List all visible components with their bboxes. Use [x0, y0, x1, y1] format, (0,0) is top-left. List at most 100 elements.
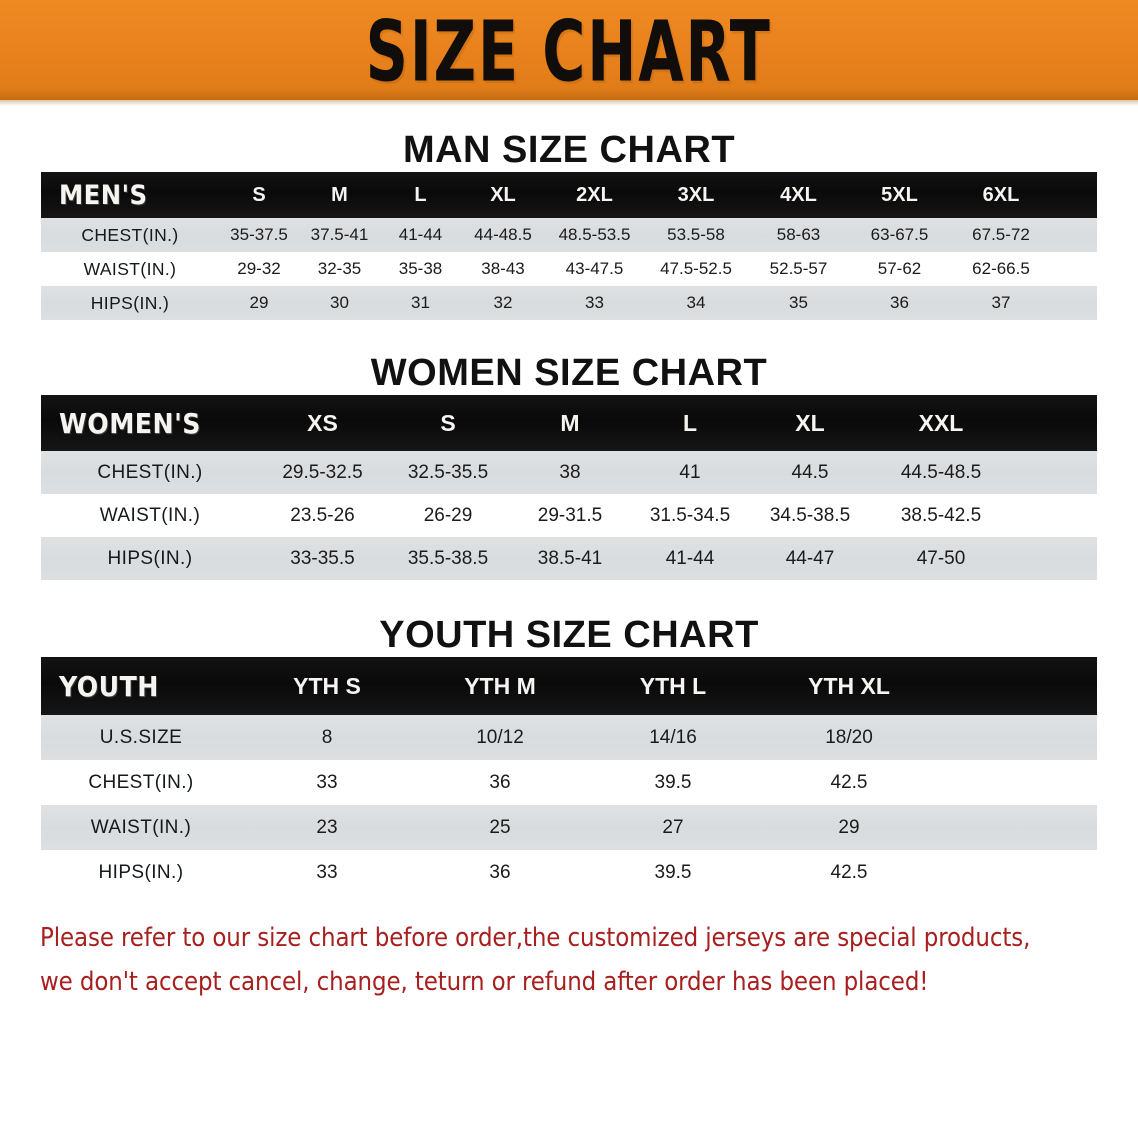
table-cell: 29	[219, 286, 299, 320]
women-table-body: CHEST(IN.) 29.5-32.5 32.5-35.5 38 41 44.…	[41, 451, 1097, 580]
youth-col-header: YTH M	[413, 657, 587, 715]
footer-disclaimer-line-2: we don't accept cancel, change, teturn o…	[40, 966, 929, 997]
men-size-table: MEN'S S M L XL 2XL 3XL 4XL 5XL 6XL CHEST…	[41, 172, 1097, 320]
row-spacer	[1012, 494, 1097, 537]
table-cell: 31	[380, 286, 461, 320]
youth-col-header: YTH XL	[759, 657, 939, 715]
table-cell: 30	[299, 286, 380, 320]
table-cell: 35.5-38.5	[386, 537, 510, 580]
row-spacer	[939, 715, 1097, 760]
table-row: CHEST(IN.) 35-37.5 37.5-41 41-44 44-48.5…	[41, 218, 1097, 252]
table-row: U.S.SIZE 8 10/12 14/16 18/20	[41, 715, 1097, 760]
row-label: WAIST(IN.)	[41, 805, 241, 850]
men-col-header: S	[219, 172, 299, 218]
women-col-header: M	[510, 395, 630, 451]
row-label: CHEST(IN.)	[41, 218, 219, 252]
table-cell: 43-47.5	[545, 252, 644, 286]
row-label: HIPS(IN.)	[41, 850, 241, 895]
table-header-row: YOUTH YTH S YTH M YTH L YTH XL	[41, 657, 1097, 715]
women-table-header: WOMEN'S XS S M L XL XXL	[41, 395, 1097, 451]
table-cell: 25	[413, 805, 587, 850]
youth-col-header: YTH L	[587, 657, 759, 715]
table-cell: 35	[748, 286, 849, 320]
table-cell: 34	[644, 286, 748, 320]
table-cell: 44.5-48.5	[870, 451, 1012, 494]
women-col-header: XL	[750, 395, 870, 451]
row-spacer	[1012, 451, 1097, 494]
table-cell: 47.5-52.5	[644, 252, 748, 286]
table-cell: 35-38	[380, 252, 461, 286]
table-cell: 58-63	[748, 218, 849, 252]
table-cell: 29-32	[219, 252, 299, 286]
table-cell: 47-50	[870, 537, 1012, 580]
women-col-header: L	[630, 395, 750, 451]
men-col-header: 2XL	[545, 172, 644, 218]
men-col-header: 4XL	[748, 172, 849, 218]
banner-shadow-divider	[0, 100, 1138, 106]
table-cell: 34.5-38.5	[750, 494, 870, 537]
table-cell: 52.5-57	[748, 252, 849, 286]
row-label: HIPS(IN.)	[41, 537, 259, 580]
table-cell: 48.5-53.5	[545, 218, 644, 252]
table-cell: 36	[413, 850, 587, 895]
men-header-spacer	[1052, 172, 1097, 218]
row-spacer	[1052, 218, 1097, 252]
table-cell: 14/16	[587, 715, 759, 760]
table-cell: 44.5	[750, 451, 870, 494]
table-cell: 32-35	[299, 252, 380, 286]
table-cell: 33	[545, 286, 644, 320]
men-col-header: 5XL	[849, 172, 950, 218]
women-size-table-container: WOMEN'S XS S M L XL XXL CHEST(IN.) 29.5-…	[0, 395, 1138, 580]
table-row: CHEST(IN.) 33 36 39.5 42.5	[41, 760, 1097, 805]
table-cell: 26-29	[386, 494, 510, 537]
men-col-header: L	[380, 172, 461, 218]
footer-disclaimer: Please refer to our size chart before or…	[0, 917, 1138, 1005]
youth-size-table-container: YOUTH YTH S YTH M YTH L YTH XL U.S.SIZE …	[0, 657, 1138, 895]
section-title-man: MAN SIZE CHART	[402, 129, 736, 171]
section-title-women: WOMEN SIZE CHART	[370, 352, 768, 394]
table-cell: 29-31.5	[510, 494, 630, 537]
youth-corner-label: YOUTH	[41, 657, 241, 715]
table-row: WAIST(IN.) 23 25 27 29	[41, 805, 1097, 850]
table-cell: 33	[241, 850, 413, 895]
table-cell: 57-62	[849, 252, 950, 286]
table-cell: 38	[510, 451, 630, 494]
table-header-row: MEN'S S M L XL 2XL 3XL 4XL 5XL 6XL	[41, 172, 1097, 218]
table-row: WAIST(IN.) 23.5-26 26-29 29-31.5 31.5-34…	[41, 494, 1097, 537]
table-cell: 29.5-32.5	[259, 451, 386, 494]
table-row: CHEST(IN.) 29.5-32.5 32.5-35.5 38 41 44.…	[41, 451, 1097, 494]
table-cell: 33	[241, 760, 413, 805]
table-cell: 8	[241, 715, 413, 760]
table-cell: 62-66.5	[950, 252, 1052, 286]
row-label: CHEST(IN.)	[41, 760, 241, 805]
youth-table-body: U.S.SIZE 8 10/12 14/16 18/20 CHEST(IN.) …	[41, 715, 1097, 895]
table-cell: 41	[630, 451, 750, 494]
row-label: CHEST(IN.)	[41, 451, 259, 494]
table-cell: 38.5-41	[510, 537, 630, 580]
footer-disclaimer-line-1: Please refer to our size chart before or…	[40, 923, 1031, 953]
table-cell: 27	[587, 805, 759, 850]
men-size-table-container: MEN'S S M L XL 2XL 3XL 4XL 5XL 6XL CHEST…	[0, 172, 1138, 320]
table-cell: 23	[241, 805, 413, 850]
table-cell: 42.5	[759, 850, 939, 895]
table-header-row: WOMEN'S XS S M L XL XXL	[41, 395, 1097, 451]
men-col-header: 6XL	[950, 172, 1052, 218]
table-cell: 53.5-58	[644, 218, 748, 252]
table-cell: 39.5	[587, 760, 759, 805]
page-banner: SIZE CHART	[0, 0, 1138, 100]
youth-table-header: YOUTH YTH S YTH M YTH L YTH XL	[41, 657, 1097, 715]
men-col-header: 3XL	[644, 172, 748, 218]
women-size-table: WOMEN'S XS S M L XL XXL CHEST(IN.) 29.5-…	[41, 395, 1097, 580]
table-cell: 41-44	[630, 537, 750, 580]
women-col-header: S	[386, 395, 510, 451]
table-row: HIPS(IN.) 33 36 39.5 42.5	[41, 850, 1097, 895]
men-table-header: MEN'S S M L XL 2XL 3XL 4XL 5XL 6XL	[41, 172, 1097, 218]
table-row: WAIST(IN.) 29-32 32-35 35-38 38-43 43-47…	[41, 252, 1097, 286]
row-spacer	[939, 850, 1097, 895]
table-cell: 42.5	[759, 760, 939, 805]
table-cell: 44-47	[750, 537, 870, 580]
row-spacer	[1012, 537, 1097, 580]
table-row: HIPS(IN.) 29 30 31 32 33 34 35 36 37	[41, 286, 1097, 320]
table-cell: 44-48.5	[461, 218, 545, 252]
table-cell: 38.5-42.5	[870, 494, 1012, 537]
